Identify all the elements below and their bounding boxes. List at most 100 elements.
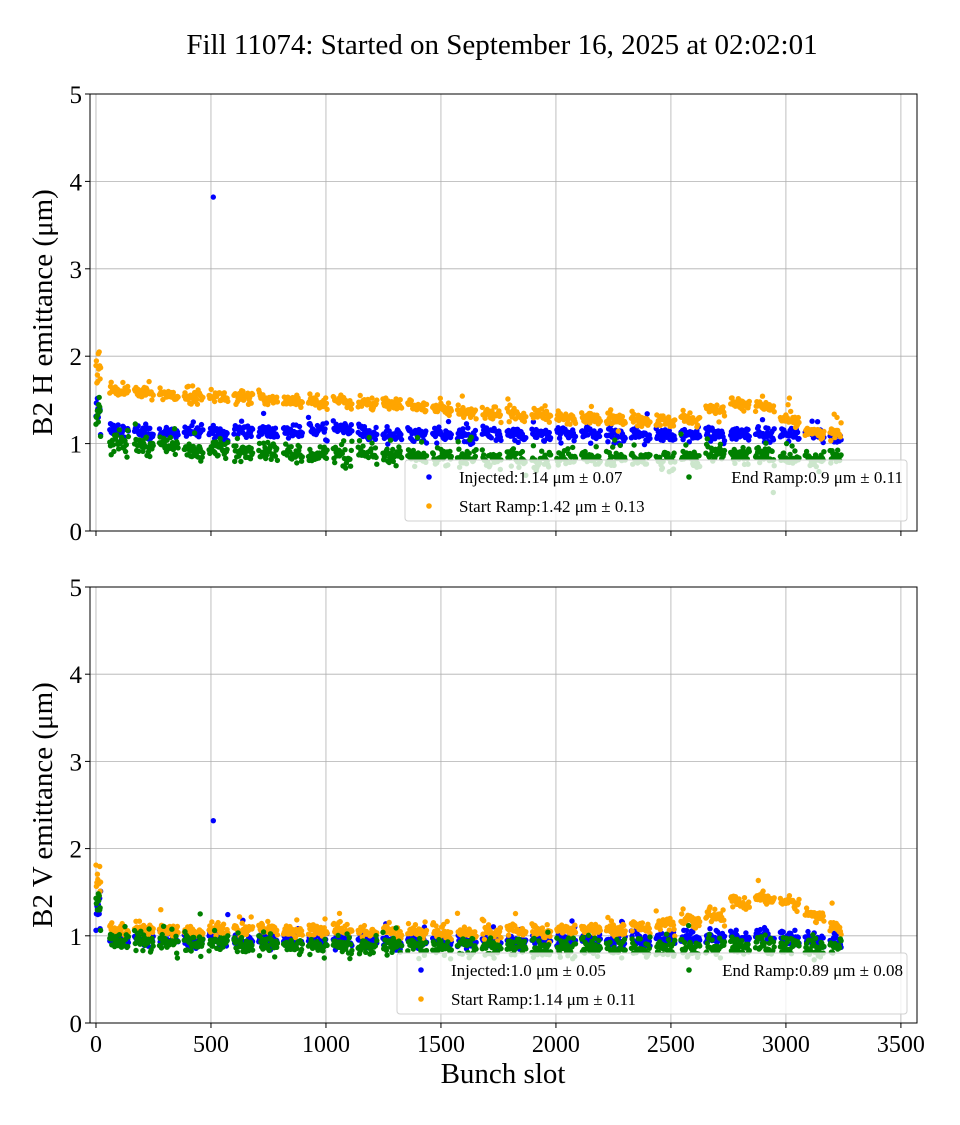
point-end-ramp: [784, 441, 789, 446]
point-start-ramp: [838, 420, 843, 425]
point-start-ramp: [623, 420, 628, 425]
point-end-ramp: [349, 448, 354, 453]
scatter-points: [93, 818, 844, 963]
y-tick-label: 0: [70, 519, 83, 546]
point-start-ramp: [647, 926, 652, 931]
point-end-ramp: [173, 934, 178, 939]
point-start-ramp: [200, 395, 205, 400]
point-end-ramp: [324, 456, 329, 461]
point-end-ramp: [531, 443, 536, 448]
point-end-ramp: [371, 950, 376, 955]
point-end-ramp: [424, 948, 429, 953]
point-injected: [747, 434, 752, 439]
point-injected: [224, 431, 229, 436]
point-start-ramp: [523, 414, 528, 419]
point-end-ramp: [257, 953, 262, 958]
point-start-ramp: [406, 921, 411, 926]
y-tick-label: 4: [70, 662, 83, 689]
point-injected: [297, 424, 302, 429]
point-start-ramp: [829, 900, 834, 905]
point-end-ramp: [322, 955, 327, 960]
point-end-ramp: [580, 935, 585, 940]
point-end-ramp: [159, 945, 164, 950]
point-start-ramp: [741, 408, 746, 413]
point-start-ramp: [742, 895, 747, 900]
point-start-ramp: [507, 402, 512, 407]
point-end-ramp: [250, 947, 255, 952]
point-end-ramp: [622, 937, 627, 942]
point-injected: [781, 929, 786, 934]
y-tick-label: 0: [70, 1011, 83, 1038]
point-end-ramp: [307, 952, 312, 957]
point-end-ramp: [424, 453, 429, 458]
point-start-ramp: [608, 407, 613, 412]
point-start-ramp: [548, 413, 553, 418]
point-start-ramp: [250, 392, 255, 397]
point-end-ramp: [682, 940, 687, 945]
point-end-ramp: [522, 939, 527, 944]
point-start-ramp: [647, 419, 652, 424]
point-start-ramp: [506, 933, 511, 938]
point-end-ramp: [172, 426, 177, 431]
point-end-ramp: [96, 898, 101, 903]
point-end-ramp: [718, 442, 723, 447]
point-end-ramp: [175, 939, 180, 944]
point-end-ramp: [598, 946, 603, 951]
point-end-ramp: [161, 924, 166, 929]
point-end-ramp: [97, 905, 102, 910]
point-end-ramp: [261, 929, 266, 934]
point-end-ramp: [423, 940, 428, 945]
point-injected: [239, 419, 244, 424]
point-end-ramp: [250, 450, 255, 455]
point-end-ramp: [781, 450, 786, 455]
point-start-ramp: [98, 879, 103, 884]
point-end-ramp: [225, 440, 230, 445]
point-start-ramp: [507, 419, 512, 424]
point-injected: [809, 419, 814, 424]
point-start-ramp: [572, 923, 577, 928]
point-injected: [707, 926, 712, 931]
point-injected: [473, 436, 478, 441]
point-start-ramp: [337, 911, 342, 916]
point-start-ramp: [598, 928, 603, 933]
point-start-ramp: [399, 933, 404, 938]
point-end-ramp: [275, 941, 280, 946]
point-start-ramp: [362, 923, 367, 928]
point-injected: [722, 934, 727, 939]
point-end-ramp: [419, 439, 424, 444]
point-start-ramp: [746, 899, 751, 904]
point-start-ramp: [821, 429, 826, 434]
x-tick-label: 2500: [647, 1032, 695, 1058]
point-start-ramp: [126, 388, 131, 393]
point-start-ramp: [716, 419, 721, 424]
point-start-ramp: [455, 911, 460, 916]
point-start-ramp: [175, 924, 180, 929]
point-end-ramp: [709, 937, 714, 942]
y-axis-label: B2 V emittance (μm): [27, 682, 59, 928]
point-end-ramp: [191, 935, 196, 940]
point-end-ramp: [671, 450, 676, 455]
point-start-ramp: [760, 888, 765, 893]
point-end-ramp: [666, 937, 671, 942]
point-end-ramp: [398, 448, 403, 453]
point-injected: [588, 441, 593, 446]
point-end-ramp: [175, 955, 180, 960]
point-injected: [796, 436, 801, 441]
point-start-ramp: [265, 919, 270, 924]
point-end-ramp: [683, 442, 688, 447]
point-start-ramp: [498, 935, 503, 940]
y-tick-label: 1: [70, 432, 83, 459]
point-injected: [191, 419, 196, 424]
point-injected: [151, 432, 156, 437]
point-end-ramp: [224, 938, 229, 943]
point-start-ramp: [486, 922, 491, 927]
legend-label: Start Ramp:1.42 μm ± 0.13: [459, 497, 645, 516]
point-end-ramp: [763, 441, 768, 446]
point-end-ramp: [174, 951, 179, 956]
point-start-ramp: [756, 878, 761, 883]
point-end-ramp: [672, 938, 677, 943]
point-injected: [795, 430, 800, 435]
point-injected: [250, 427, 255, 432]
point-injected: [821, 935, 826, 940]
point-end-ramp: [272, 954, 277, 959]
